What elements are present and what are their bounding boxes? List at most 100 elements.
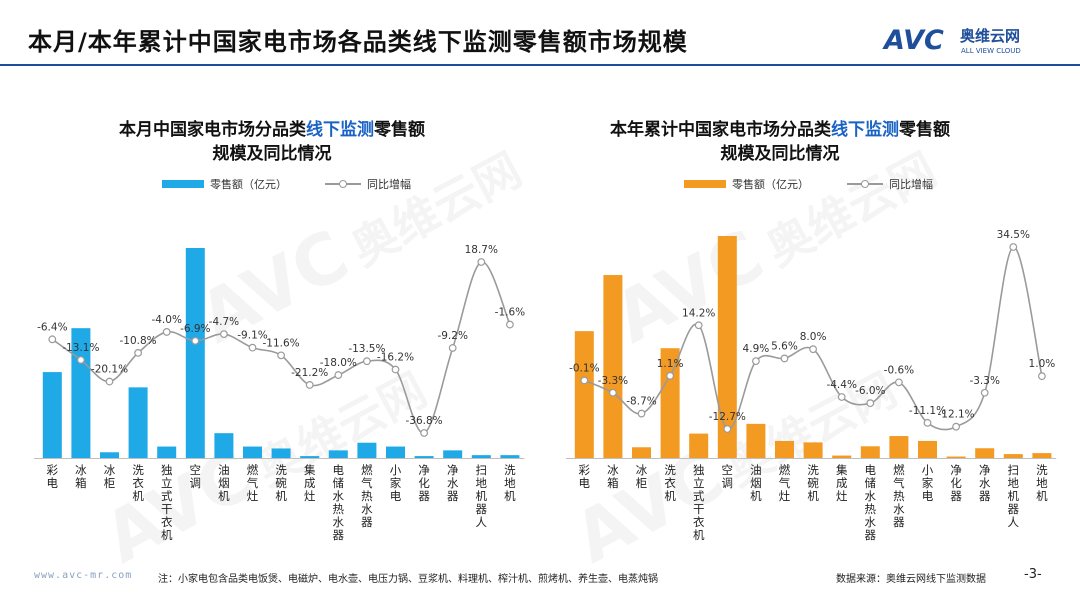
bar bbox=[717, 236, 737, 458]
data-label: -4.0% bbox=[151, 314, 181, 326]
data-label: -6.9% bbox=[180, 323, 210, 335]
line-marker bbox=[895, 378, 903, 387]
chart-title-monthly: 本月中国家电市场分品类线下监测零售额 规模及同比情况 bbox=[119, 120, 425, 164]
category-label: 净化器 bbox=[950, 463, 962, 503]
category-label: 集成灶 bbox=[836, 463, 848, 503]
page-number: -3- bbox=[1024, 567, 1042, 582]
data-label: -9.1% bbox=[237, 330, 267, 342]
bar bbox=[357, 442, 377, 458]
category-label: 独立式干衣机 bbox=[693, 463, 705, 542]
category-label: 冰箱 bbox=[75, 463, 87, 490]
bar bbox=[860, 446, 880, 458]
category-label: 冰柜 bbox=[636, 463, 648, 490]
line-marker bbox=[391, 365, 400, 374]
category-label: 彩电 bbox=[47, 463, 59, 490]
legend-monthly: 零售额（亿元） 同比增幅 bbox=[162, 176, 411, 192]
bar bbox=[918, 440, 937, 458]
line-marker bbox=[694, 321, 703, 330]
line-marker bbox=[666, 371, 674, 380]
line-marker bbox=[923, 418, 932, 427]
legend-line-label: 同比增幅 bbox=[367, 178, 411, 191]
bar bbox=[832, 455, 852, 458]
bar bbox=[660, 348, 680, 458]
line-marker bbox=[420, 429, 429, 437]
line-marker bbox=[248, 343, 257, 352]
data-label: 1.1% bbox=[657, 358, 684, 370]
brand-logo: AVC 奥维云网 ALL VIEW CLOUD bbox=[882, 25, 1021, 56]
bar bbox=[414, 456, 434, 458]
category-label: 小家电 bbox=[922, 463, 934, 503]
bar bbox=[500, 455, 520, 458]
data-label: -10.8% bbox=[120, 335, 157, 347]
line-marker bbox=[277, 351, 286, 360]
bar bbox=[689, 433, 709, 458]
line-marker bbox=[363, 357, 371, 366]
category-label: 净化器 bbox=[418, 463, 430, 503]
data-label: -9.2% bbox=[437, 330, 467, 342]
title-rule bbox=[0, 64, 1080, 66]
line-marker bbox=[48, 335, 57, 344]
bar bbox=[328, 450, 348, 458]
category-label: 油烟机 bbox=[218, 463, 230, 503]
category-label: 集成灶 bbox=[304, 463, 316, 503]
bar bbox=[946, 456, 966, 458]
data-label: -13.5% bbox=[348, 343, 385, 355]
bar bbox=[243, 446, 262, 458]
line-marker bbox=[191, 336, 200, 345]
data-label: -13.1% bbox=[62, 342, 99, 354]
data-label: 1.0% bbox=[1029, 358, 1056, 370]
series-line bbox=[51, 261, 511, 434]
chart-title-ytd: 本年累计中国家电市场分品类线下监测零售额 规模及同比情况 bbox=[610, 120, 950, 164]
data-label: 4.9% bbox=[743, 343, 770, 355]
data-label: -3.3% bbox=[969, 375, 999, 387]
category-label: 冰箱 bbox=[607, 463, 619, 490]
logo-cn: 奥维云网 bbox=[960, 27, 1020, 45]
data-label: -4.7% bbox=[209, 316, 239, 328]
logo-en: ALL VIEW CLOUD bbox=[961, 47, 1021, 55]
category-label: 空调 bbox=[722, 463, 734, 490]
footer-source: 数据来源：奥维云网线下监测数据 bbox=[836, 574, 986, 585]
bar bbox=[1032, 453, 1052, 458]
bar bbox=[632, 447, 651, 458]
data-label: -4.4% bbox=[826, 379, 856, 391]
line-marker bbox=[780, 354, 789, 363]
legend-bar-swatch bbox=[162, 180, 204, 188]
bar bbox=[889, 436, 909, 458]
line-marker bbox=[723, 425, 732, 433]
category-label: 洗地机 bbox=[1036, 463, 1048, 503]
line-marker bbox=[162, 328, 171, 336]
line-marker bbox=[980, 388, 989, 397]
bar bbox=[271, 448, 291, 458]
footer-note: 注：小家电包含品类电饭煲、电磁炉、电水壶、电压力锅、豆浆机、料理机、榨汁机、煎烤… bbox=[158, 574, 658, 585]
data-label: -6.0% bbox=[855, 385, 885, 397]
bar bbox=[975, 448, 995, 458]
bar bbox=[300, 456, 320, 458]
line-marker bbox=[637, 409, 646, 418]
data-label: -1.6% bbox=[495, 307, 525, 319]
bar bbox=[746, 423, 766, 458]
category-label: 洗碗机 bbox=[807, 463, 819, 503]
bar bbox=[157, 446, 177, 458]
legend-line-swatch bbox=[325, 179, 361, 189]
line-marker bbox=[77, 356, 85, 364]
category-label: 洗地机 bbox=[504, 463, 516, 503]
data-label: -12.1% bbox=[938, 409, 975, 421]
category-label: 电储水热水器 bbox=[865, 463, 877, 542]
line-marker bbox=[609, 388, 617, 397]
line-marker bbox=[506, 320, 514, 329]
bar bbox=[100, 452, 119, 458]
data-label: -12.7% bbox=[709, 411, 746, 423]
category-label: 净水器 bbox=[979, 463, 991, 503]
legend-line-swatch bbox=[847, 179, 883, 189]
legend-bar-label: 零售额（亿元） bbox=[210, 178, 287, 191]
bar bbox=[1003, 454, 1023, 458]
line-marker bbox=[477, 258, 486, 266]
bar bbox=[128, 387, 148, 458]
bar bbox=[603, 275, 623, 458]
line-marker bbox=[866, 399, 875, 408]
bar bbox=[803, 442, 823, 458]
data-label: 8.0% bbox=[800, 331, 827, 343]
bar bbox=[185, 248, 205, 458]
